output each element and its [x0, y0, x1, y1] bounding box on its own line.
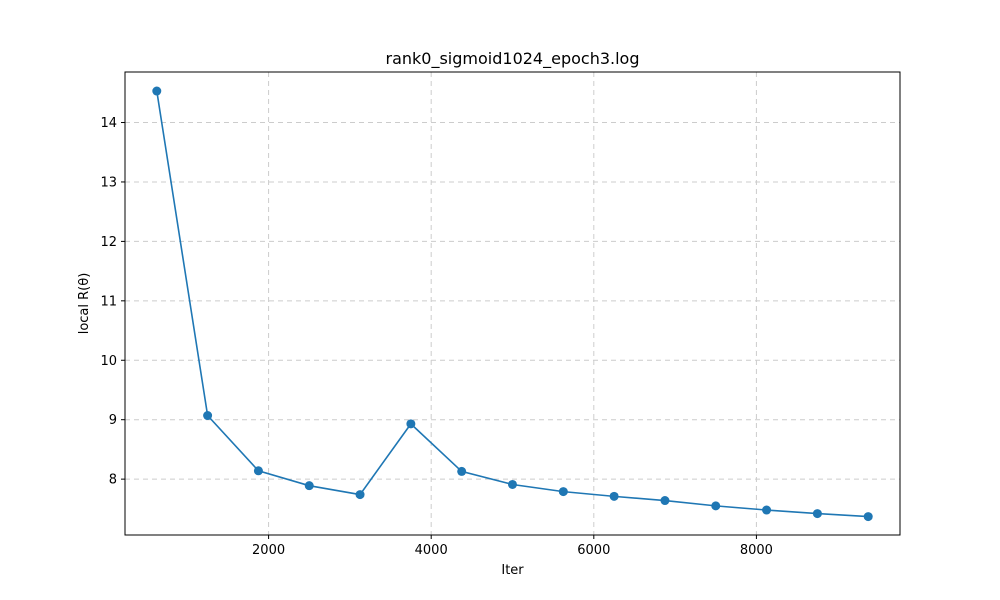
x-tick-label: 6000 — [577, 543, 610, 558]
y-tick-label: 9 — [109, 413, 117, 428]
x-tick-label: 8000 — [740, 543, 773, 558]
y-tick-label: 13 — [100, 175, 117, 190]
data-point — [203, 411, 213, 421]
data-point — [457, 466, 467, 476]
data-point — [762, 505, 772, 515]
data-point — [558, 487, 568, 497]
data-point — [711, 501, 721, 511]
y-axis-label: local R(θ) — [77, 273, 92, 335]
plot-frame — [124, 71, 901, 536]
series-line — [155, 90, 869, 518]
tick-layer: 2000 4000 6000 8000 8 9 10 11 12 13 14 — [100, 116, 773, 558]
x-tick-label: 2000 — [252, 543, 285, 558]
y-tick-label: 12 — [100, 235, 117, 250]
x-axis-label: Iter — [501, 563, 524, 578]
y-tick-label: 10 — [100, 354, 117, 369]
data-point — [253, 466, 263, 476]
y-tick-label: 14 — [100, 116, 117, 131]
data-point — [812, 509, 822, 519]
data-point — [508, 479, 517, 489]
data-point — [304, 481, 314, 491]
data-point — [152, 86, 162, 96]
grid-layer — [125, 72, 900, 535]
data-point — [660, 496, 670, 506]
data-point — [863, 512, 873, 522]
series-layer — [152, 86, 873, 522]
data-point — [609, 491, 619, 501]
y-tick-label: 8 — [109, 473, 117, 488]
data-point — [406, 419, 416, 429]
chart-title: rank0_sigmoid1024_epoch3.log — [386, 49, 640, 69]
y-tick-label: 11 — [100, 294, 117, 309]
x-tick-label: 4000 — [415, 543, 448, 558]
data-point — [355, 490, 365, 500]
